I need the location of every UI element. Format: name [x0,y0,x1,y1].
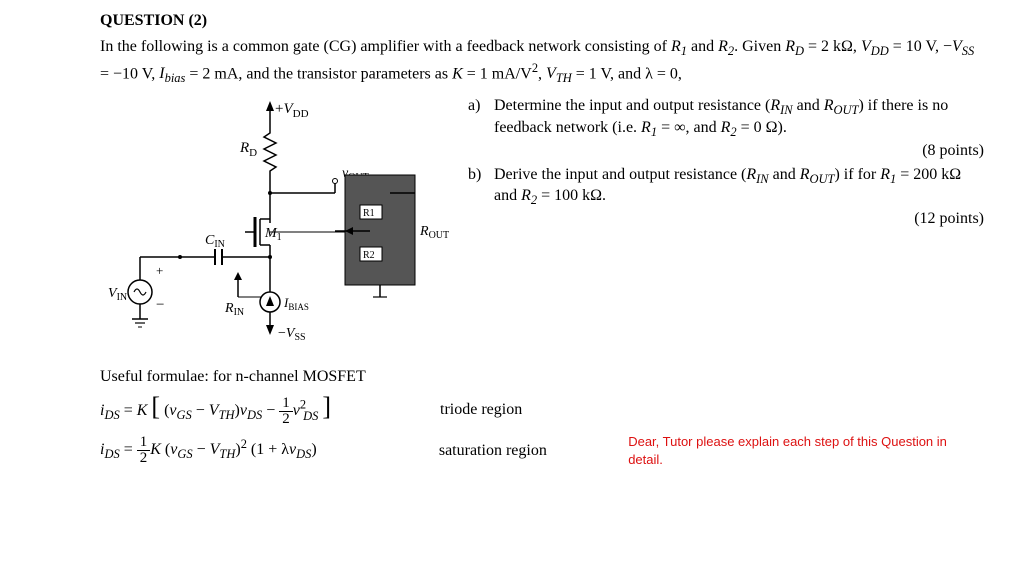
svg-text:M1: M1 [264,226,282,243]
triode-formula: iDS = K [ (vGS − VTH)vDS − 12v2DS ] [100,392,440,427]
svg-text:RD: RD [239,140,257,159]
svg-text:RIN: RIN [224,301,244,318]
part-a-text: Determine the input and output resistanc… [494,97,984,139]
formulae-title: Useful formulae: for n-channel MOSFET [100,368,984,386]
part-b-points: (12 points) [468,210,984,228]
svg-text:+VDD: +VDD [275,101,309,120]
saturation-formula: iDS = 12K (vGS − VTH)2 (1 + λvDS) [100,435,439,466]
svg-text:R2: R2 [363,250,375,261]
question-title: QUESTION (2) [100,12,984,30]
saturation-label: saturation region [439,442,628,460]
svg-text:+: + [156,263,163,278]
svg-text:CIN: CIN [205,233,225,250]
svg-text:VIN: VIN [108,286,127,303]
svg-text:−VSS: −VSS [278,326,306,343]
svg-text:R1: R1 [363,208,375,219]
part-b-text: Derive the input and output resistance (… [494,166,984,208]
circuit-diagram: +VDD RD vOUT R1 R2 [100,97,460,362]
part-a-points: (8 points) [468,142,984,160]
tutor-note: Dear, Tutor please explain each step of … [628,433,984,468]
triode-label: triode region [440,401,630,419]
intro-text: In the following is a common gate (CG) a… [100,36,984,87]
part-b-label: b) [468,166,494,208]
svg-text:ROUT: ROUT [419,224,449,241]
part-a-label: a) [468,97,494,139]
svg-text:−: − [156,297,164,313]
svg-text:IBIAS: IBIAS [283,295,309,312]
